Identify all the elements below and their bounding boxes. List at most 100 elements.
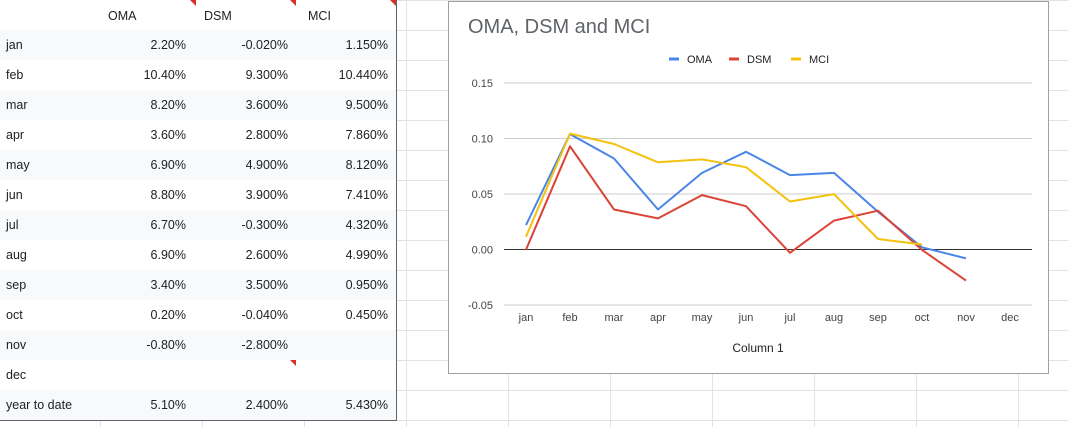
row-label-cell[interactable]: mar — [6, 98, 28, 112]
table-header-row: OMA DSM MCI — [0, 0, 396, 30]
x-tick-label: mar — [605, 312, 624, 324]
table-row: jun 8.80% 3.900% 7.410% — [0, 180, 396, 210]
value-cell[interactable] — [196, 360, 288, 390]
value-cell[interactable]: -0.300% — [241, 218, 288, 232]
x-tick-label: dec — [1001, 312, 1019, 324]
table-row: may 6.90% 4.900% 8.120% — [0, 150, 396, 180]
value-cell[interactable]: 0.20% — [150, 308, 186, 322]
value-cell[interactable]: 2.600% — [245, 248, 288, 262]
value-cell[interactable]: -0.040% — [241, 308, 288, 322]
value-cell[interactable]: 9.300% — [245, 68, 288, 82]
value-cell[interactable]: 10.40% — [143, 68, 186, 82]
value-cell[interactable]: 5.10% — [150, 398, 186, 412]
series-line-oma — [525, 133, 967, 260]
value-cell[interactable]: 6.90% — [150, 248, 186, 262]
value-cell[interactable] — [298, 360, 388, 390]
value-cell[interactable]: 7.860% — [345, 128, 388, 142]
row-label-cell[interactable]: jan — [6, 38, 23, 52]
header-oma[interactable]: OMA — [108, 9, 137, 23]
value-cell[interactable]: -2.800% — [241, 338, 288, 352]
x-tick-label: nov — [957, 312, 975, 324]
comment-flag-icon — [190, 0, 196, 6]
x-axis-title: Column 1 — [732, 341, 784, 355]
table-row: feb 10.40% 9.300% 10.440% — [0, 60, 396, 90]
table-row: oct 0.20% -0.040% 0.450% — [0, 300, 396, 330]
header-dsm[interactable]: DSM — [204, 9, 232, 23]
table-row: aug 6.90% 2.600% 4.990% — [0, 240, 396, 270]
x-tick-label: sep — [869, 312, 887, 324]
row-label-cell[interactable]: year to date — [6, 398, 73, 412]
x-tick-label: oct — [915, 312, 930, 324]
value-cell[interactable]: 9.500% — [345, 98, 388, 112]
comment-flag-icon — [290, 0, 296, 6]
y-tick-label: 0.15 — [472, 78, 493, 90]
value-cell[interactable] — [96, 360, 186, 390]
value-cell[interactable]: -0.80% — [146, 338, 186, 352]
value-cell[interactable]: 3.600% — [245, 98, 288, 112]
table-row: sep 3.40% 3.500% 0.950% — [0, 270, 396, 300]
value-cell[interactable]: 8.20% — [150, 98, 186, 112]
value-cell[interactable]: 4.990% — [345, 248, 388, 262]
comment-flag-icon — [390, 0, 396, 6]
value-cell[interactable]: 0.450% — [345, 308, 388, 322]
y-tick-label: 0.05 — [472, 189, 493, 201]
value-cell[interactable]: 3.40% — [150, 278, 186, 292]
x-tick-label: jan — [518, 312, 534, 324]
table-row: apr 3.60% 2.800% 7.860% — [0, 120, 396, 150]
value-cell[interactable]: 2.400% — [245, 398, 288, 412]
table-row: jan 2.20% -0.020% 1.150% — [0, 30, 396, 60]
value-cell[interactable]: 2.800% — [245, 128, 288, 142]
value-cell[interactable]: 3.500% — [245, 278, 288, 292]
value-cell[interactable]: 7.410% — [345, 188, 388, 202]
comment-flag-icon — [290, 360, 296, 366]
y-tick-label: -0.05 — [468, 300, 493, 312]
table-row: mar 8.20% 3.600% 9.500% — [0, 90, 396, 120]
value-cell[interactable]: 6.70% — [150, 218, 186, 232]
x-tick-label: feb — [562, 312, 577, 324]
row-label-cell[interactable]: jul — [6, 218, 19, 232]
value-cell[interactable]: 3.60% — [150, 128, 186, 142]
row-label-cell[interactable]: may — [6, 158, 30, 172]
x-tick-label: jun — [738, 312, 754, 324]
row-label-cell[interactable]: dec — [6, 368, 27, 382]
x-tick-label: jul — [783, 312, 795, 324]
row-label-cell[interactable]: aug — [6, 248, 27, 262]
chart-canvas: -0.05 0.00 0.05 0.10 0.15 jan feb mar apr may jun j… — [468, 54, 1032, 355]
value-cell[interactable]: 5.430% — [345, 398, 388, 412]
data-table: OMA DSM MCI jan 2.20% -0.020% 1.150% feb 10.4… — [0, 0, 397, 421]
row-label-cell[interactable]: oct — [6, 308, 23, 322]
value-cell[interactable]: 4.900% — [245, 158, 288, 172]
row-label-cell[interactable]: nov — [6, 338, 27, 352]
line-chart[interactable]: OMA, DSM and MCI -0.05 0.00 0.05 0.10 0.15 ja… — [448, 1, 1049, 374]
value-cell[interactable]: 0.950% — [345, 278, 388, 292]
legend-label: MCI — [809, 54, 829, 66]
value-cell[interactable]: 1.150% — [345, 38, 388, 52]
value-cell[interactable]: 3.900% — [245, 188, 288, 202]
header-mci[interactable]: MCI — [308, 9, 331, 23]
value-cell[interactable]: 8.120% — [345, 158, 388, 172]
value-cell[interactable]: 4.320% — [345, 218, 388, 232]
table-row: year to date 5.10% 2.400% 5.430% — [0, 390, 396, 420]
value-cell[interactable]: -0.020% — [241, 38, 288, 52]
legend-label: OMA — [687, 54, 713, 66]
series-line-dsm — [525, 145, 967, 282]
value-cell[interactable]: 2.20% — [150, 38, 186, 52]
chart-title: OMA, DSM and MCI — [468, 16, 651, 38]
value-cell[interactable]: 8.80% — [150, 188, 186, 202]
series-line-mci — [525, 132, 923, 246]
y-tick-label: 0.10 — [472, 134, 493, 146]
table-row: dec — [0, 360, 396, 390]
x-tick-label: may — [692, 312, 713, 324]
value-cell[interactable] — [298, 330, 388, 360]
value-cell[interactable]: 6.90% — [150, 158, 186, 172]
y-tick-label: 0.00 — [472, 245, 493, 257]
row-label-cell[interactable]: apr — [6, 128, 25, 142]
table-row: jul 6.70% -0.300% 4.320% — [0, 210, 396, 240]
x-tick-label: apr — [650, 312, 666, 324]
table-row: nov -0.80% -2.800% — [0, 330, 396, 360]
value-cell[interactable]: 10.440% — [338, 68, 388, 82]
row-label-cell[interactable]: feb — [6, 68, 24, 82]
row-label-cell[interactable]: sep — [6, 278, 27, 292]
legend-label: DSM — [747, 54, 771, 66]
row-label-cell[interactable]: jun — [6, 188, 23, 202]
